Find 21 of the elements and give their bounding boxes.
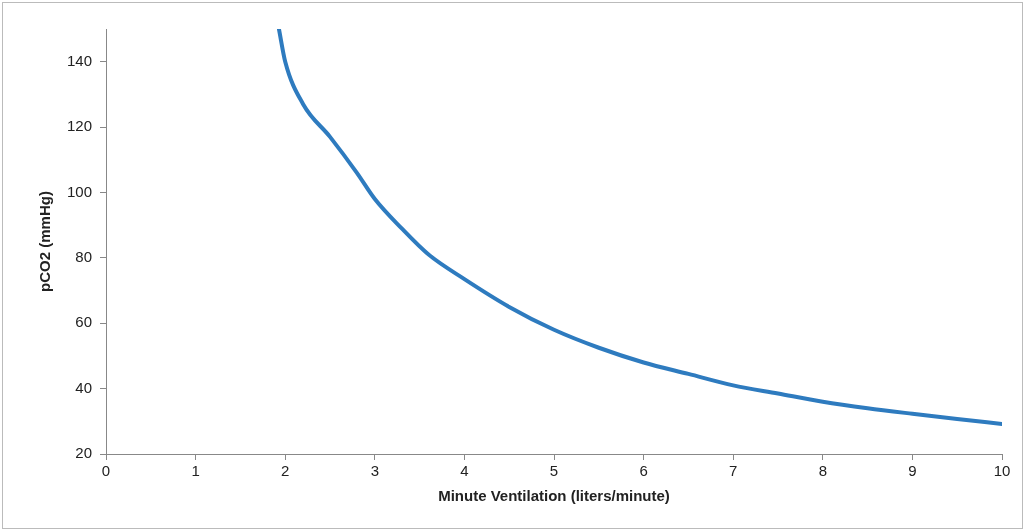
y-tick-label: 140 — [67, 51, 93, 69]
x-tick-label: 5 — [549, 462, 559, 480]
y-tick-label: 80 — [75, 247, 93, 265]
y-tick-label: 60 — [75, 313, 93, 331]
x-tick-label: 7 — [729, 462, 738, 480]
y-tick-label: 100 — [67, 182, 93, 200]
line-series — [276, 29, 1002, 426]
x-tick-label: 1 — [191, 462, 200, 480]
x-tick-label: 6 — [639, 462, 648, 480]
x-tick-label: 3 — [370, 462, 379, 480]
x-tick-label: 10 — [993, 462, 1011, 480]
x-axis-title: Minute Ventilation (liters/minute) — [438, 487, 670, 505]
y-tick-label: 120 — [67, 117, 93, 135]
x-tick-label: 9 — [908, 462, 917, 480]
y-tick-label: 20 — [75, 444, 93, 462]
x-tick-label: 8 — [818, 462, 827, 480]
y-axis-title: pCO2 (mmHg) — [36, 191, 54, 292]
x-tick-label: 2 — [281, 462, 290, 480]
x-tick-label: 0 — [101, 462, 111, 480]
x-tick-label: 4 — [460, 462, 469, 480]
y-tick-label: 40 — [75, 378, 93, 396]
